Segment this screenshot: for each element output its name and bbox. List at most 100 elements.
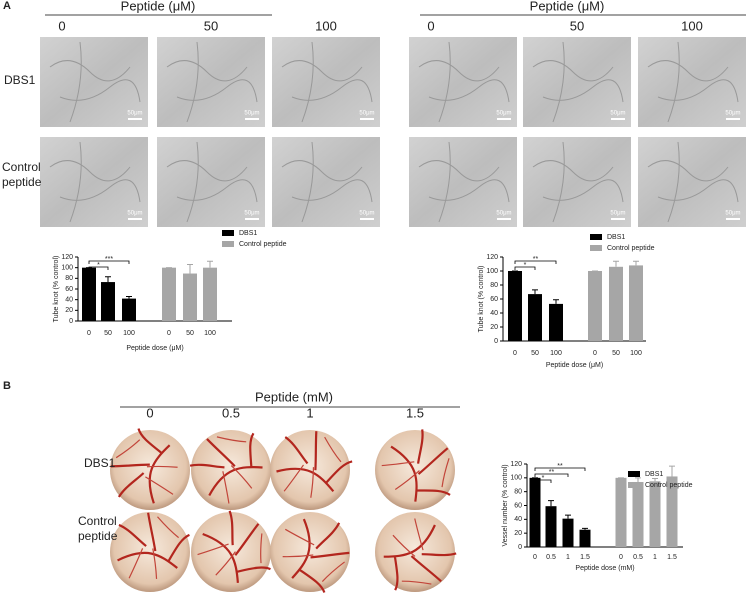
significance-bracket bbox=[514, 260, 557, 264]
y-tick-label: 20 bbox=[65, 307, 73, 314]
y-tick-label: 120 bbox=[61, 254, 73, 261]
x-tick-label: 50 bbox=[612, 350, 620, 357]
micrograph-texture bbox=[281, 141, 373, 223]
x-tick-label: 0 bbox=[533, 554, 537, 561]
micrograph bbox=[272, 37, 380, 127]
y-tick-label: 120 bbox=[486, 254, 498, 261]
scale-bar-label: 50μm bbox=[610, 211, 625, 217]
y-tick-label: 100 bbox=[510, 475, 522, 482]
bar bbox=[82, 267, 96, 321]
micrograph-texture bbox=[49, 41, 141, 123]
scale-bar-label: 50μm bbox=[496, 111, 511, 117]
y-tick-label: 100 bbox=[486, 268, 498, 275]
significance-bracket bbox=[534, 473, 569, 477]
bar bbox=[203, 267, 217, 321]
micrograph bbox=[638, 137, 746, 227]
error-bar bbox=[105, 276, 111, 283]
bar bbox=[649, 481, 661, 547]
scale-bar-label: 50μm bbox=[244, 111, 259, 117]
dose-label: 50 bbox=[570, 18, 584, 33]
x-tick-label: 0 bbox=[167, 330, 171, 337]
micrograph bbox=[409, 37, 517, 127]
significance-bracket bbox=[514, 266, 536, 270]
x-tick-label: 50 bbox=[186, 330, 194, 337]
cam-photo bbox=[375, 512, 455, 592]
y-tick-label: 40 bbox=[490, 310, 498, 317]
bar bbox=[549, 303, 563, 341]
micrograph-texture bbox=[166, 41, 258, 123]
micrograph bbox=[272, 137, 380, 227]
cam-photo bbox=[270, 430, 350, 510]
bar bbox=[101, 282, 115, 321]
error-bar bbox=[565, 514, 571, 519]
error-bar bbox=[548, 500, 554, 507]
error-bar bbox=[532, 289, 538, 295]
significance-label: *** bbox=[105, 256, 113, 263]
legend-swatch bbox=[590, 245, 602, 251]
y-tick-label: 60 bbox=[514, 502, 522, 509]
y-tick-label: 120 bbox=[510, 461, 522, 468]
micrograph-texture bbox=[49, 141, 141, 223]
x-axis-label: Peptide dose (mM) bbox=[575, 565, 634, 572]
y-tick-label: 80 bbox=[490, 282, 498, 289]
error-bar bbox=[613, 260, 619, 267]
bar bbox=[562, 518, 574, 547]
legend-swatch bbox=[628, 471, 640, 477]
y-tick-label: 100 bbox=[61, 265, 73, 272]
scale-bar-label: 50μm bbox=[725, 111, 740, 117]
x-tick-label: 1.5 bbox=[667, 554, 677, 561]
micrograph bbox=[40, 137, 148, 227]
x-tick-label: 100 bbox=[123, 330, 135, 337]
legend-swatch bbox=[590, 234, 602, 240]
bar bbox=[588, 271, 602, 341]
dose-header: Peptide (μM) bbox=[530, 0, 605, 13]
bar bbox=[609, 266, 623, 341]
bar bbox=[122, 298, 136, 321]
error-bar bbox=[187, 263, 193, 274]
x-tick-label: 50 bbox=[104, 330, 112, 337]
significance-bracket bbox=[88, 266, 109, 270]
x-tick-label: 0.5 bbox=[546, 554, 556, 561]
micrograph-texture bbox=[532, 41, 624, 123]
scale-bar-label: 50μm bbox=[725, 211, 740, 217]
micrograph-texture bbox=[166, 141, 258, 223]
error-bar bbox=[582, 527, 588, 530]
x-tick-label: 0 bbox=[593, 350, 597, 357]
bar bbox=[529, 477, 541, 547]
micrograph-texture bbox=[647, 141, 739, 223]
bar bbox=[632, 481, 644, 547]
y-tick-label: 80 bbox=[65, 275, 73, 282]
micrograph bbox=[409, 137, 517, 227]
x-axis-label: Peptide dose (μM) bbox=[126, 345, 183, 352]
micrograph bbox=[157, 37, 265, 127]
x-tick-label: 0 bbox=[87, 330, 91, 337]
row-label: DBS1 bbox=[4, 73, 36, 87]
dose-header: Peptide (μM) bbox=[121, 0, 196, 13]
scale-bar-label: 50μm bbox=[127, 111, 142, 117]
y-tick-label: 60 bbox=[65, 286, 73, 293]
scale-bar-label: 50μm bbox=[496, 211, 511, 217]
y-tick-label: 20 bbox=[490, 324, 498, 331]
panel-label: B bbox=[3, 380, 11, 392]
bar bbox=[162, 267, 176, 321]
y-axis-label: Tube knot (% control) bbox=[478, 266, 485, 333]
micrograph bbox=[523, 37, 631, 127]
bar bbox=[528, 294, 542, 341]
significance-bracket bbox=[534, 467, 586, 471]
x-tick-label: 0 bbox=[619, 554, 623, 561]
x-tick-label: 100 bbox=[630, 350, 642, 357]
scale-bar-label: 50μm bbox=[359, 211, 374, 217]
legend-label: Control peptide bbox=[607, 245, 655, 252]
scale-bar-label: 50μm bbox=[359, 111, 374, 117]
dose-label: 0.5 bbox=[222, 405, 240, 420]
significance-bracket bbox=[534, 479, 552, 483]
x-tick-label: 1 bbox=[653, 554, 657, 561]
row-label: Control peptide bbox=[2, 160, 42, 189]
y-axis-label: Vessel number (% control) bbox=[502, 464, 509, 546]
y-tick-label: 0 bbox=[69, 318, 73, 325]
y-tick-label: 20 bbox=[514, 530, 522, 537]
micrograph bbox=[40, 37, 148, 127]
legend-label: DBS1 bbox=[645, 471, 663, 478]
